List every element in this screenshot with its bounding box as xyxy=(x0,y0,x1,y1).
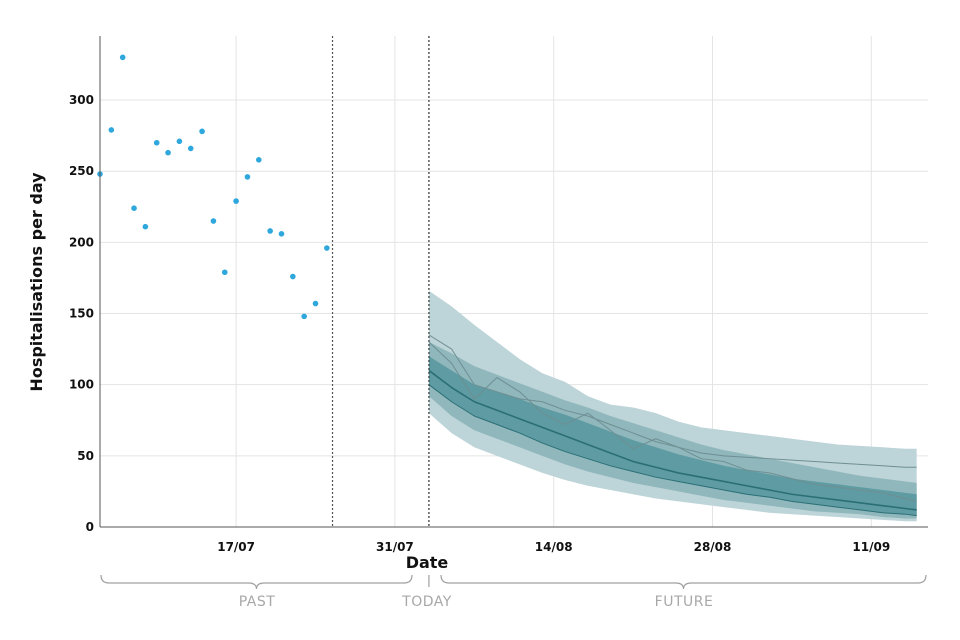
observed-point xyxy=(165,149,171,156)
y-tick-labels: 0 50 100 150 200 250 300 xyxy=(69,93,94,534)
observed-points xyxy=(97,54,330,320)
observed-point xyxy=(199,128,205,135)
period-future-label: FUTURE xyxy=(655,594,714,610)
period-today-label: TODAY xyxy=(401,594,452,610)
observed-point xyxy=(119,54,126,61)
observed-point xyxy=(290,273,296,280)
observed-point xyxy=(142,223,149,230)
future-brace xyxy=(440,574,927,590)
observed-point xyxy=(108,127,115,133)
observed-point xyxy=(210,218,217,224)
observed-point xyxy=(221,269,228,276)
y-axis-title: Hospitalisations per day xyxy=(27,172,46,392)
forecast-bands xyxy=(428,290,917,522)
observed-point xyxy=(255,157,262,163)
forecast-median-line xyxy=(428,369,917,511)
observed-point xyxy=(301,313,307,320)
period-braces xyxy=(100,574,927,590)
period-past-label: PAST xyxy=(239,594,276,610)
forecast-sample-line-2 xyxy=(428,334,917,468)
observed-point xyxy=(278,231,285,237)
y-tick-300: 300 xyxy=(69,93,94,107)
observed-point xyxy=(153,139,160,146)
reference-lines xyxy=(331,36,430,527)
x-tick-labels: 17/07 31/07 14/08 28/08 11/09 xyxy=(217,540,890,554)
y-tick-200: 200 xyxy=(69,235,94,249)
y-tick-50: 50 xyxy=(77,449,94,463)
middle-interval-band xyxy=(428,341,917,519)
observed-point xyxy=(244,174,251,180)
observed-point xyxy=(267,228,273,234)
observed-point xyxy=(233,198,239,204)
x-tick-17/07: 17/07 xyxy=(217,540,255,554)
y-tick-150: 150 xyxy=(69,307,94,321)
x-tick-14/08: 14/08 xyxy=(535,540,573,554)
axes xyxy=(99,36,928,528)
observed-point xyxy=(176,138,183,145)
observed-point xyxy=(312,300,319,307)
y-tick-0: 0 xyxy=(86,520,94,534)
x-tick-28/08: 28/08 xyxy=(694,540,732,554)
past-brace xyxy=(100,574,413,590)
y-tick-250: 250 xyxy=(69,164,94,178)
observed-point xyxy=(131,205,137,212)
observed-point xyxy=(187,145,194,152)
forecast-lines xyxy=(428,334,917,517)
inner-interval-lower-line xyxy=(428,384,917,517)
x-tick-31/07: 31/07 xyxy=(376,540,414,554)
x-axis-title: Date xyxy=(406,553,449,572)
x-tick-11/09: 11/09 xyxy=(852,540,890,554)
y-tick-100: 100 xyxy=(69,378,94,392)
observed-point xyxy=(324,245,330,251)
